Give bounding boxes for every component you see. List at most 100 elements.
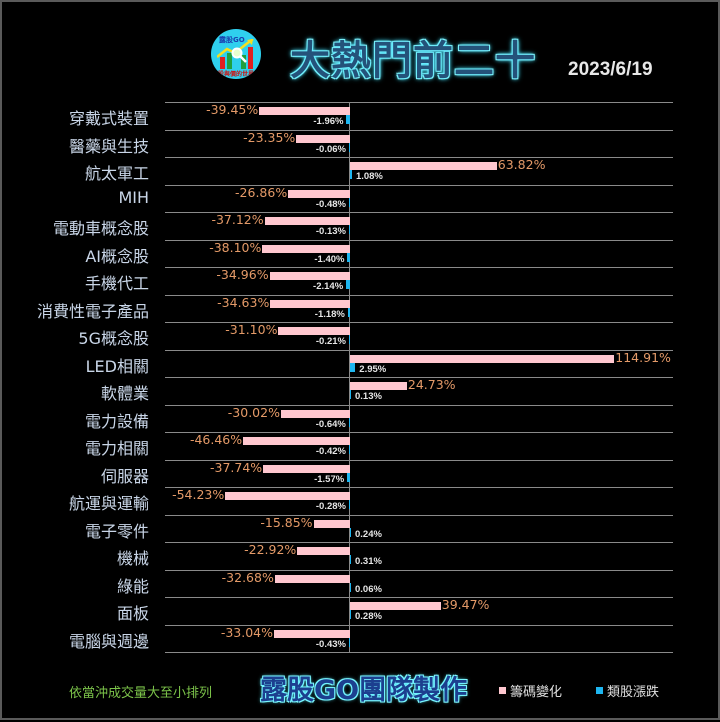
chip-change-bar — [225, 492, 350, 500]
category-label: 航太軍工 — [84, 164, 149, 183]
chip-change-value: -37.12% — [211, 212, 264, 227]
gridline — [165, 239, 673, 241]
legend-chip-change: 籌碼變化 — [499, 681, 562, 700]
chip-change-bar — [269, 272, 350, 280]
category-label: 5G概念股 — [78, 329, 149, 348]
chart-row: 航運與運輸 -54.23% -0.28% — [2, 487, 720, 516]
gridline — [165, 322, 673, 323]
chart-row: 5G概念股 -31.10% -0.21% — [2, 322, 720, 351]
team-credit: 露股GO團隊製作 — [260, 675, 468, 706]
gridline — [165, 212, 673, 213]
category-label: MIH — [118, 187, 149, 207]
sort-note: 依當沖成交量大至小排列 — [69, 686, 213, 701]
sector-change-value: -1.18% — [314, 308, 345, 320]
legend-label: 籌碼變化 — [510, 685, 563, 700]
chip-change-bar — [350, 382, 407, 390]
chart-row: 航太軍工 63.82% 1.08% — [2, 157, 720, 186]
sector-change-bar — [350, 362, 356, 372]
sector-change-value: 2.95% — [359, 363, 387, 375]
chart-row: 電腦與週邊 -33.04% -0.43% — [2, 624, 720, 654]
sector-change-bar — [349, 335, 350, 344]
gridline — [165, 597, 673, 598]
chart-row: 消費性電子產品 -34.63% -1.18% — [2, 295, 720, 324]
chip-change-value: -23.35% — [243, 129, 296, 145]
logo-subtext: 股與價的世界 — [217, 71, 254, 78]
category-label: 電力設備 — [84, 411, 149, 431]
chart-row: 電子零件 -15.85% 0.24% — [2, 515, 720, 544]
chip-change-value: -32.68% — [221, 569, 274, 585]
chart-row: 醫藥與生技 -23.35% -0.06% — [2, 129, 720, 159]
chip-change-value: 63.82% — [497, 157, 546, 172]
chip-change-value: -33.04% — [220, 624, 274, 640]
category-label: 綠能 — [116, 576, 149, 596]
chip-change-value: 24.73% — [407, 377, 456, 392]
chart-row: AI概念股 -38.10% -1.40% — [2, 240, 720, 269]
legend-sector-change: 類股漲跌 — [596, 681, 659, 700]
chip-change-bar — [278, 327, 350, 335]
sector-change-value: -1.57% — [314, 473, 345, 485]
sector-change-bar — [349, 225, 350, 234]
logo-bar — [241, 55, 246, 69]
page-title: 大熱門前二十 — [290, 37, 536, 84]
category-label: LED相關 — [85, 356, 149, 376]
sector-change-bar — [350, 610, 351, 619]
gridline — [165, 294, 673, 296]
magnifier-icon — [231, 47, 247, 63]
chart-row: 伺服器 -37.74% -1.57% — [2, 459, 720, 489]
gridline — [165, 652, 673, 653]
gridline — [165, 432, 673, 433]
gridline — [165, 184, 673, 186]
chart-row: 面板 39.47% 0.28% — [2, 597, 720, 626]
category-label: 電子零件 — [84, 521, 149, 541]
category-label: 軟體業 — [100, 384, 149, 403]
category-label: 電力相關 — [84, 439, 149, 458]
sector-change-bar — [350, 582, 351, 592]
sector-change-bar — [349, 500, 350, 509]
chip-change-bar — [274, 574, 350, 583]
category-label: 機械 — [116, 549, 149, 568]
category-label: 電動車概念股 — [52, 219, 149, 238]
sector-change-value: 1.08% — [355, 171, 383, 182]
category-label: 穿戴式裝置 — [68, 109, 149, 128]
chip-change-bar — [350, 162, 497, 170]
sector-change-value: -1.96% — [313, 116, 344, 127]
chart-row: 手機代工 -34.96% -2.14% — [2, 267, 720, 296]
sector-change-bar — [349, 637, 350, 647]
legend-swatch-pink — [499, 687, 506, 694]
sector-change-value: 0.24% — [355, 528, 382, 540]
sector-change-value: 0.28% — [355, 611, 382, 622]
gridline — [165, 404, 673, 406]
category-label: 航運與運輸 — [68, 494, 149, 513]
category-label: 面板 — [116, 604, 149, 623]
sector-change-bar — [347, 472, 350, 482]
chip-change-value: -37.74% — [210, 459, 263, 475]
chip-change-bar — [296, 134, 350, 143]
sector-change-bar — [349, 445, 350, 454]
zero-axis — [349, 102, 350, 652]
sector-change-bar — [350, 555, 351, 564]
sector-change-bar — [348, 417, 350, 427]
chip-change-bar — [270, 299, 350, 308]
sector-change-value: -0.48% — [315, 198, 346, 210]
category-label: 電腦與週邊 — [68, 631, 149, 651]
logo-bar — [248, 47, 253, 69]
sector-change-value: -0.64% — [315, 418, 346, 430]
sector-change-bar — [347, 307, 350, 317]
sector-change-bar — [350, 390, 351, 399]
category-label: 消費性電子產品 — [36, 301, 149, 321]
gridline — [165, 514, 673, 516]
chip-change-value: -26.86% — [235, 184, 288, 200]
sector-change-bar — [350, 527, 351, 537]
logo-bar — [220, 57, 225, 69]
chip-change-bar — [350, 354, 615, 363]
gridline — [165, 377, 673, 378]
chart-row: LED相關 114.91% 2.95% — [2, 350, 720, 379]
chart-row: 電力相關 -46.46% -0.42% — [2, 432, 720, 461]
chart-row: 電力設備 -30.02% -0.64% — [2, 405, 720, 434]
category-label: 醫藥與生技 — [68, 136, 149, 156]
category-label: 手機代工 — [84, 274, 149, 293]
chip-change-bar — [280, 409, 350, 418]
sector-change-bar — [346, 115, 350, 124]
